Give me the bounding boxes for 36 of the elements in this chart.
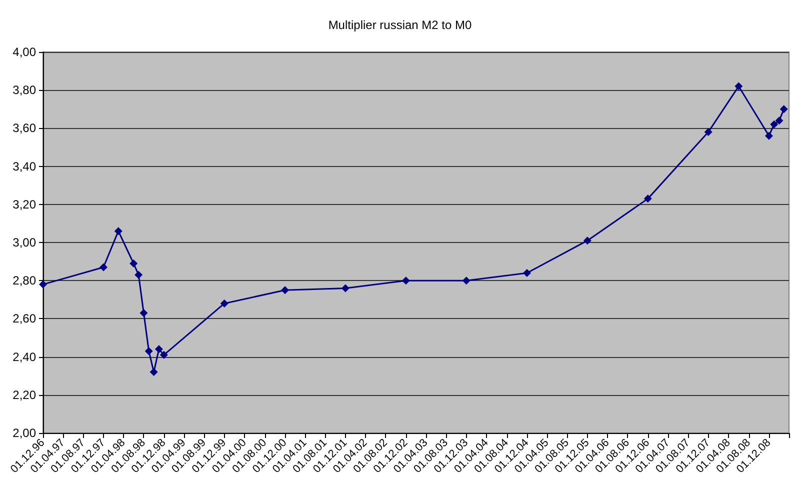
point bbox=[114, 227, 122, 236]
point bbox=[522, 268, 531, 277]
point bbox=[644, 194, 652, 203]
y-tick-label: 2,40 bbox=[12, 350, 36, 364]
point bbox=[704, 128, 712, 136]
point bbox=[734, 82, 743, 90]
point bbox=[764, 132, 773, 140]
point bbox=[220, 299, 228, 308]
point bbox=[462, 276, 470, 285]
point bbox=[780, 105, 788, 114]
chart-title: Multiplier russian M2 to M0 bbox=[328, 18, 472, 32]
y-tick-label: 3,20 bbox=[12, 197, 36, 212]
point bbox=[280, 286, 289, 294]
y-tick-label: 3,60 bbox=[12, 121, 36, 136]
point bbox=[144, 347, 153, 356]
point bbox=[150, 368, 158, 376]
point bbox=[583, 236, 592, 245]
y-tick-label: 2,60 bbox=[12, 312, 36, 326]
point bbox=[341, 284, 350, 292]
y-tick-label: 3,80 bbox=[12, 83, 36, 98]
point bbox=[99, 263, 108, 272]
y-tick-label: 4,00 bbox=[12, 45, 36, 59]
point bbox=[775, 116, 784, 125]
point bbox=[130, 259, 138, 268]
y-tick-label: 2,20 bbox=[12, 388, 36, 402]
point bbox=[154, 345, 163, 354]
point bbox=[160, 350, 168, 359]
y-tick-label: 3,00 bbox=[12, 236, 36, 250]
point bbox=[39, 280, 47, 288]
point bbox=[770, 120, 778, 128]
y-tick-label: 2,00 bbox=[12, 426, 36, 440]
point bbox=[140, 308, 148, 317]
point bbox=[134, 270, 143, 279]
y-tick-label: 3,40 bbox=[12, 159, 36, 174]
y-tick-label: 2,80 bbox=[12, 274, 36, 288]
point bbox=[402, 276, 410, 285]
